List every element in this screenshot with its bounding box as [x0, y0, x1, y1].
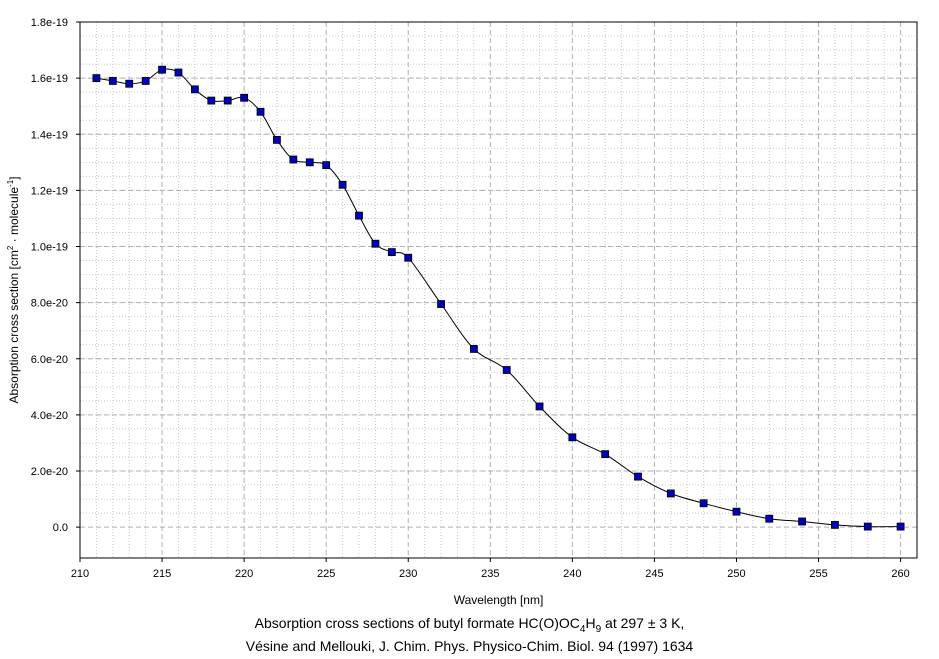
data-point: [223, 96, 232, 105]
x-axis-ticks: 210 215 220 225 230 235 240 245 250 255 260: [71, 558, 910, 580]
series-line: [96, 68, 901, 528]
x-axis-title: Wavelength [nm]: [454, 593, 544, 607]
data-point: [92, 74, 101, 83]
data-point: [174, 68, 183, 77]
x-tick-label: 250: [727, 568, 745, 580]
data-point: [831, 520, 839, 529]
grid-minor: [80, 21, 917, 558]
data-point: [666, 489, 675, 498]
caption-1-post: at 297 ± 3 K,: [601, 615, 685, 631]
caption-1-mid: H: [585, 615, 596, 631]
y-tick-label: 6.0e-20: [31, 354, 68, 366]
data-point: [158, 65, 166, 74]
y-tick-label: 0.0: [53, 522, 68, 534]
data-point: [535, 402, 544, 411]
data-point: [437, 300, 445, 308]
x-tick-label: 230: [399, 568, 417, 580]
caption-sub-1: 4: [579, 623, 586, 635]
y-axis-ticks: 0.0 2.0e-20 4.0e-20 6.0e-20 8.0e-20 1.0e-19 1.…: [31, 17, 80, 534]
y-title-sup2: -1: [6, 179, 15, 187]
data-point: [190, 85, 199, 94]
caption-line-2: Vésine and Mellouki, J. Chim. Phys. Phys…: [245, 638, 694, 654]
data-point: [634, 472, 642, 481]
data-point: [404, 253, 413, 262]
y-tick-label: 1.8e-19: [31, 17, 68, 29]
x-tick-label: 260: [891, 568, 909, 580]
data-point: [240, 93, 249, 102]
data-point: [125, 79, 134, 88]
y-title-post: ]: [7, 176, 21, 179]
grid-major: [79, 21, 917, 558]
data-point: [765, 514, 774, 523]
plot-frame: [79, 21, 918, 559]
y-tick-label: 1.0e-19: [31, 242, 68, 254]
x-tick-label: 240: [563, 568, 581, 580]
data-point: [732, 507, 741, 516]
y-tick-label: 8.0e-20: [31, 298, 68, 310]
data-point: [371, 239, 380, 248]
x-tick-label: 215: [153, 568, 171, 580]
data-point: [141, 77, 150, 85]
y-tick-label: 1.4e-19: [31, 129, 68, 141]
y-tick-label: 1.6e-19: [31, 73, 68, 85]
y-title-pre: Absorption cross section [cm: [7, 250, 21, 403]
data-point: [896, 522, 905, 531]
x-tick-label: 210: [71, 568, 89, 580]
data-point: [273, 135, 281, 144]
y-title-sup1: 2: [6, 245, 15, 250]
y-axis-title: Absorption cross section [cm2 · molecule…: [6, 176, 21, 403]
x-tick-label: 235: [481, 568, 499, 580]
data-point: [699, 499, 708, 508]
y-tick-label: 1.2e-19: [31, 185, 68, 197]
caption-line-1: Absorption cross sections of butyl forma…: [0, 615, 939, 635]
data-point: [338, 180, 347, 189]
data-point: [322, 161, 331, 170]
caption-sub-2: 9: [595, 623, 602, 635]
data-point: [256, 107, 265, 116]
y-title-mid: · molecule: [7, 187, 21, 246]
caption-1-pre: Absorption cross sections of butyl forma…: [254, 615, 580, 631]
data-point: [207, 96, 216, 105]
x-tick-label: 220: [235, 568, 253, 580]
data-point: [387, 248, 396, 257]
x-tick-label: 245: [645, 568, 663, 580]
data-point: [798, 517, 807, 526]
data-markers: [92, 65, 905, 531]
data-point: [289, 155, 298, 164]
data-point: [305, 158, 314, 167]
data-point: [863, 522, 872, 531]
data-point: [355, 211, 363, 220]
x-tick-label: 225: [317, 568, 335, 580]
data-point: [108, 77, 117, 85]
y-tick-label: 2.0e-20: [31, 466, 68, 478]
x-tick-label: 255: [809, 568, 827, 580]
data-point: [469, 345, 478, 353]
data-point: [601, 450, 610, 459]
data-point: [568, 433, 577, 442]
data-point: [502, 366, 511, 374]
y-tick-label: 4.0e-20: [31, 410, 68, 422]
